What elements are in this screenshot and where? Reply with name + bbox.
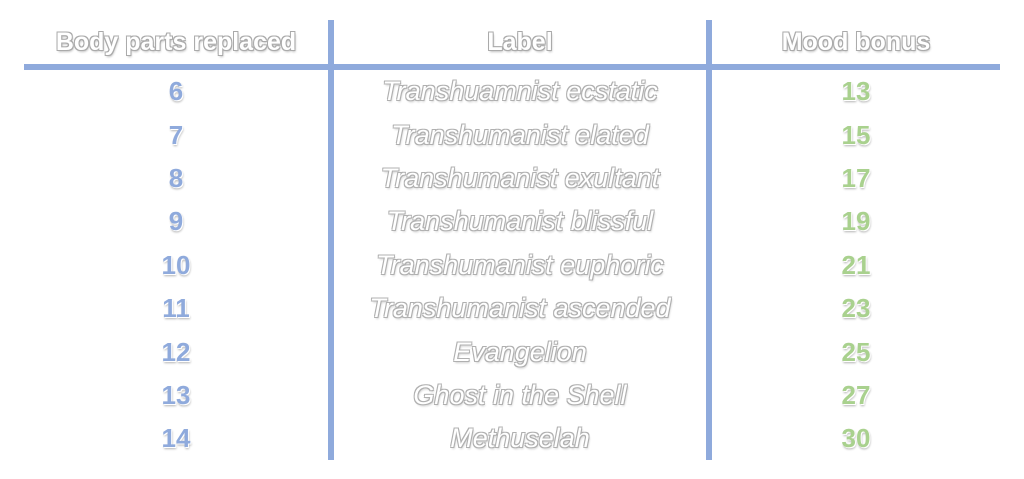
table-row: 10 Transhumanist euphoric 21 bbox=[0, 244, 1024, 287]
mood-bonus-cell: 30 bbox=[841, 423, 871, 454]
label-cell: Evangelion bbox=[453, 336, 587, 367]
mood-bonus-cell: 27 bbox=[841, 379, 871, 410]
body-parts-cell: 7 bbox=[168, 119, 184, 150]
label-cell: Transhumanist euphoric bbox=[376, 249, 664, 280]
column-divider-1 bbox=[328, 20, 334, 460]
body-parts-cell: 14 bbox=[161, 423, 191, 454]
body-parts-cell: 10 bbox=[161, 249, 191, 280]
table-row: 7 Transhumanist elated 15 bbox=[0, 113, 1024, 156]
column-divider-2 bbox=[706, 20, 712, 460]
table-row: 6 Transhuamnist ecstatic 13 bbox=[0, 70, 1024, 113]
table-body: 6 Transhuamnist ecstatic 13 7 Transhuman… bbox=[0, 70, 1024, 461]
table-row: 12 Evangelion 25 bbox=[0, 330, 1024, 373]
body-parts-cell: 8 bbox=[168, 162, 184, 193]
mood-bonus-cell: 21 bbox=[841, 249, 871, 280]
label-cell: Ghost in the Shell bbox=[413, 379, 627, 410]
label-cell: Transhumanist ascended bbox=[369, 293, 671, 324]
body-parts-cell: 11 bbox=[162, 293, 190, 324]
label-cell: Transhumanist blissful bbox=[386, 206, 654, 237]
header-body-parts: Body parts replaced bbox=[55, 27, 297, 56]
table-row: 14 Methuselah 30 bbox=[0, 417, 1024, 460]
mood-bonus-cell: 15 bbox=[841, 119, 871, 150]
body-parts-cell: 12 bbox=[161, 336, 191, 367]
mood-bonus-cell: 13 bbox=[841, 76, 871, 107]
mood-bonus-cell: 17 bbox=[841, 162, 871, 193]
header-label: Label bbox=[487, 27, 553, 56]
label-cell: Transhuamnist ecstatic bbox=[382, 76, 658, 107]
table-row: 11 Transhumanist ascended 23 bbox=[0, 287, 1024, 330]
label-cell: Transhumanist elated bbox=[391, 119, 649, 150]
label-cell: Methuselah bbox=[450, 423, 590, 454]
mood-bonus-cell: 23 bbox=[841, 293, 871, 324]
table-row: 8 Transhumanist exultant 17 bbox=[0, 157, 1024, 200]
label-cell: Transhumanist exultant bbox=[380, 162, 660, 193]
table-row: 9 Transhumanist blissful 19 bbox=[0, 200, 1024, 243]
header-divider bbox=[24, 64, 1000, 70]
mood-bonus-cell: 25 bbox=[841, 336, 871, 367]
mood-bonus-cell: 19 bbox=[841, 206, 871, 237]
header-mood-bonus: Mood bonus bbox=[781, 27, 931, 56]
table-row: 13 Ghost in the Shell 27 bbox=[0, 374, 1024, 417]
body-parts-cell: 9 bbox=[168, 206, 184, 237]
body-parts-cell: 13 bbox=[161, 379, 191, 410]
body-parts-cell: 6 bbox=[168, 76, 184, 107]
